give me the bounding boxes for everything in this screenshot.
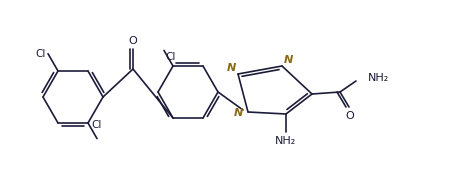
Text: O: O <box>346 111 355 121</box>
Text: NH₂: NH₂ <box>368 73 389 83</box>
Text: N: N <box>227 63 236 73</box>
Text: Cl: Cl <box>36 49 46 59</box>
Text: N: N <box>234 108 243 118</box>
Text: O: O <box>128 36 137 46</box>
Text: N: N <box>284 55 293 65</box>
Text: Cl: Cl <box>92 120 102 130</box>
Text: NH₂: NH₂ <box>275 136 297 146</box>
Text: Cl: Cl <box>165 52 175 62</box>
